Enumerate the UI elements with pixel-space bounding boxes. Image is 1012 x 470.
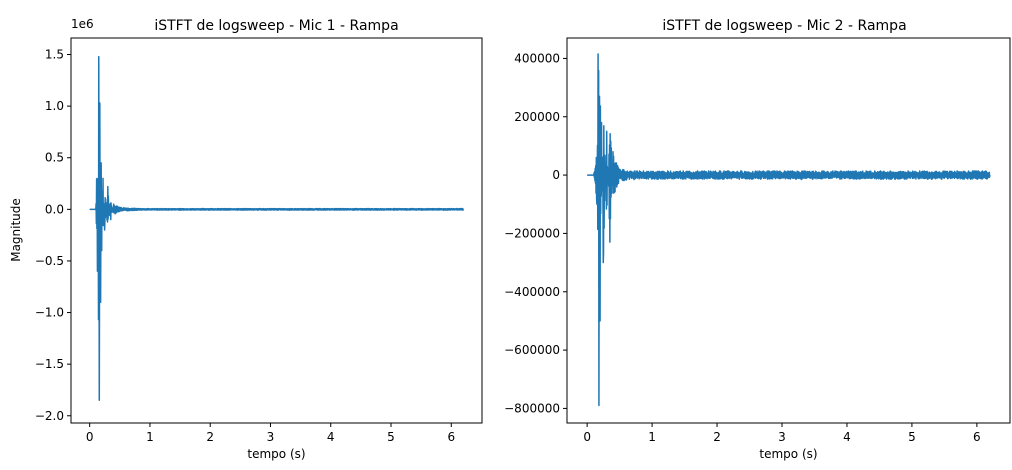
chart-title: iSTFT de logsweep - Mic 1 - Rampa [154, 18, 398, 34]
y-axis: −800000 −600000 −400000 −200000 0 200000 40000… [504, 51, 567, 415]
chart-mic2: iSTFT de logsweep - Mic 2 - Rampa 0 1 2 3 4 5… [504, 18, 1011, 461]
x-tick-label: 6 [973, 430, 981, 444]
x-tick-label: 3 [267, 430, 275, 444]
y-tick-label: 1.5 [45, 48, 64, 62]
y-tick-label: −600000 [504, 343, 560, 357]
x-tick-label: 4 [843, 430, 851, 444]
series-path [89, 55, 465, 402]
x-axis: 0 1 2 3 4 5 6 [583, 423, 981, 444]
chart-title: iSTFT de logsweep - Mic 2 - Rampa [662, 18, 906, 34]
y-tick-label: 0.5 [45, 151, 64, 165]
x-tick-label: 6 [447, 430, 455, 444]
y-tick-label: −1.5 [35, 357, 64, 371]
x-tick-label: 5 [387, 430, 395, 444]
x-tick-label: 0 [86, 430, 94, 444]
y-tick-label: −1.0 [35, 306, 64, 320]
y-offset-label: 1e6 [71, 17, 94, 31]
x-axis-label: tempo (s) [759, 447, 817, 461]
x-tick-label: 0 [583, 430, 591, 444]
chart-mic1: iSTFT de logsweep - Mic 1 - Rampa 1e6 0 1… [9, 17, 483, 461]
y-tick-label: −2.0 [35, 409, 64, 423]
x-tick-label: 4 [327, 430, 335, 444]
y-tick-label: −200000 [504, 226, 560, 240]
y-tick-label: −0.5 [35, 254, 64, 268]
x-tick-label: 3 [778, 430, 786, 444]
x-tick-label: 2 [713, 430, 721, 444]
plot-frame [70, 37, 483, 424]
x-axis: 0 1 2 3 4 5 6 [86, 423, 455, 444]
series-path [586, 53, 991, 407]
x-tick-label: 1 [648, 430, 656, 444]
series-line [89, 55, 465, 402]
x-tick-label: 2 [206, 430, 214, 444]
x-tick-label: 5 [908, 430, 916, 444]
x-axis-label: tempo (s) [247, 447, 305, 461]
y-axis: −2.0 −1.5 −1.0 −0.5 0.0 0.5 1.0 1.5 [35, 48, 71, 423]
y-tick-label: 200000 [514, 110, 560, 124]
y-tick-label: −400000 [504, 285, 560, 299]
series-line [586, 53, 991, 407]
y-axis-label: Magnitude [9, 198, 23, 262]
y-tick-label: 0 [552, 168, 560, 182]
y-tick-label: 1.0 [45, 99, 64, 113]
y-tick-label: −800000 [504, 401, 560, 415]
x-tick-label: 1 [146, 430, 154, 444]
plot-frame [566, 37, 1011, 424]
y-tick-label: 400000 [514, 51, 560, 65]
y-tick-label: 0.0 [45, 202, 64, 216]
